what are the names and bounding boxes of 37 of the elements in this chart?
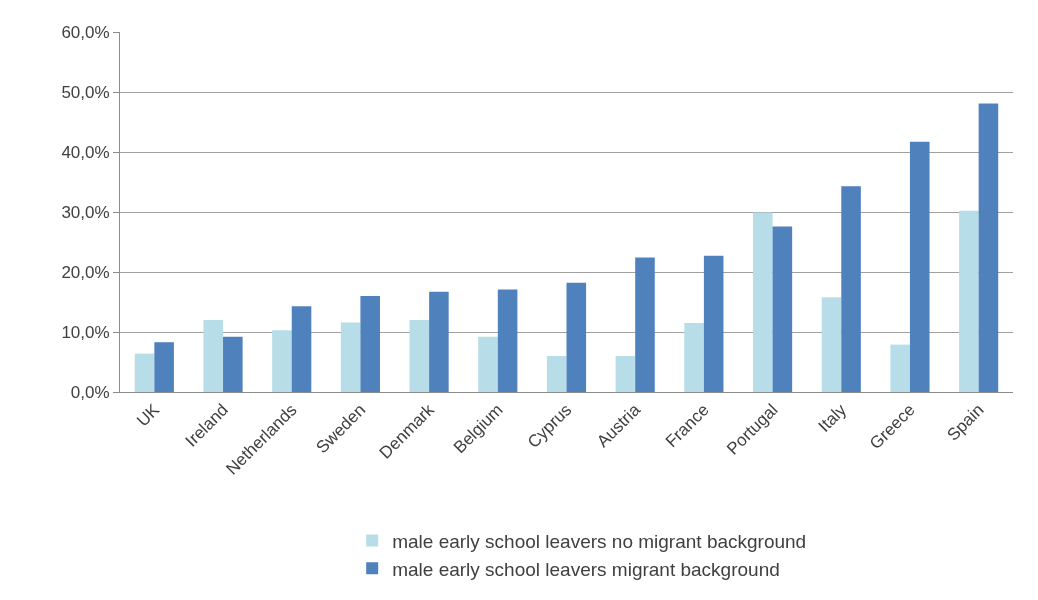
bar — [478, 336, 498, 392]
bar — [360, 296, 380, 392]
bar — [429, 291, 449, 392]
bar — [890, 344, 910, 392]
y-tick-label: 60,0% — [61, 22, 110, 42]
bar — [566, 282, 587, 392]
bar — [821, 297, 842, 392]
legend-label: male early school leavers migrant background — [392, 558, 780, 580]
bar — [909, 141, 930, 392]
bar — [203, 320, 224, 392]
bar — [134, 353, 155, 392]
y-tick-label: 10,0% — [61, 322, 110, 342]
bar — [841, 186, 861, 392]
y-tick-label: 20,0% — [61, 262, 110, 282]
bar — [615, 356, 636, 392]
bar — [959, 210, 979, 392]
y-tick-label: 0,0% — [70, 382, 110, 402]
y-tick-label: 50,0% — [61, 82, 110, 102]
bar — [978, 103, 999, 392]
y-tick-label: 30,0% — [61, 202, 110, 222]
bar — [223, 336, 243, 392]
bar — [546, 356, 567, 392]
bar — [497, 289, 518, 392]
bar — [154, 342, 174, 392]
bar — [635, 257, 655, 392]
y-tick-label: 40,0% — [61, 142, 110, 162]
bar — [409, 320, 430, 392]
x-tick-label: Italy — [814, 399, 851, 436]
bar — [684, 323, 704, 392]
bar — [340, 322, 361, 392]
bar — [291, 306, 312, 392]
bar — [753, 212, 773, 392]
legend-label: male early school leavers no migrant background — [392, 530, 807, 552]
bar — [272, 330, 292, 392]
bar — [772, 226, 793, 392]
x-tick-label: UK — [133, 399, 164, 431]
bar — [703, 255, 724, 392]
